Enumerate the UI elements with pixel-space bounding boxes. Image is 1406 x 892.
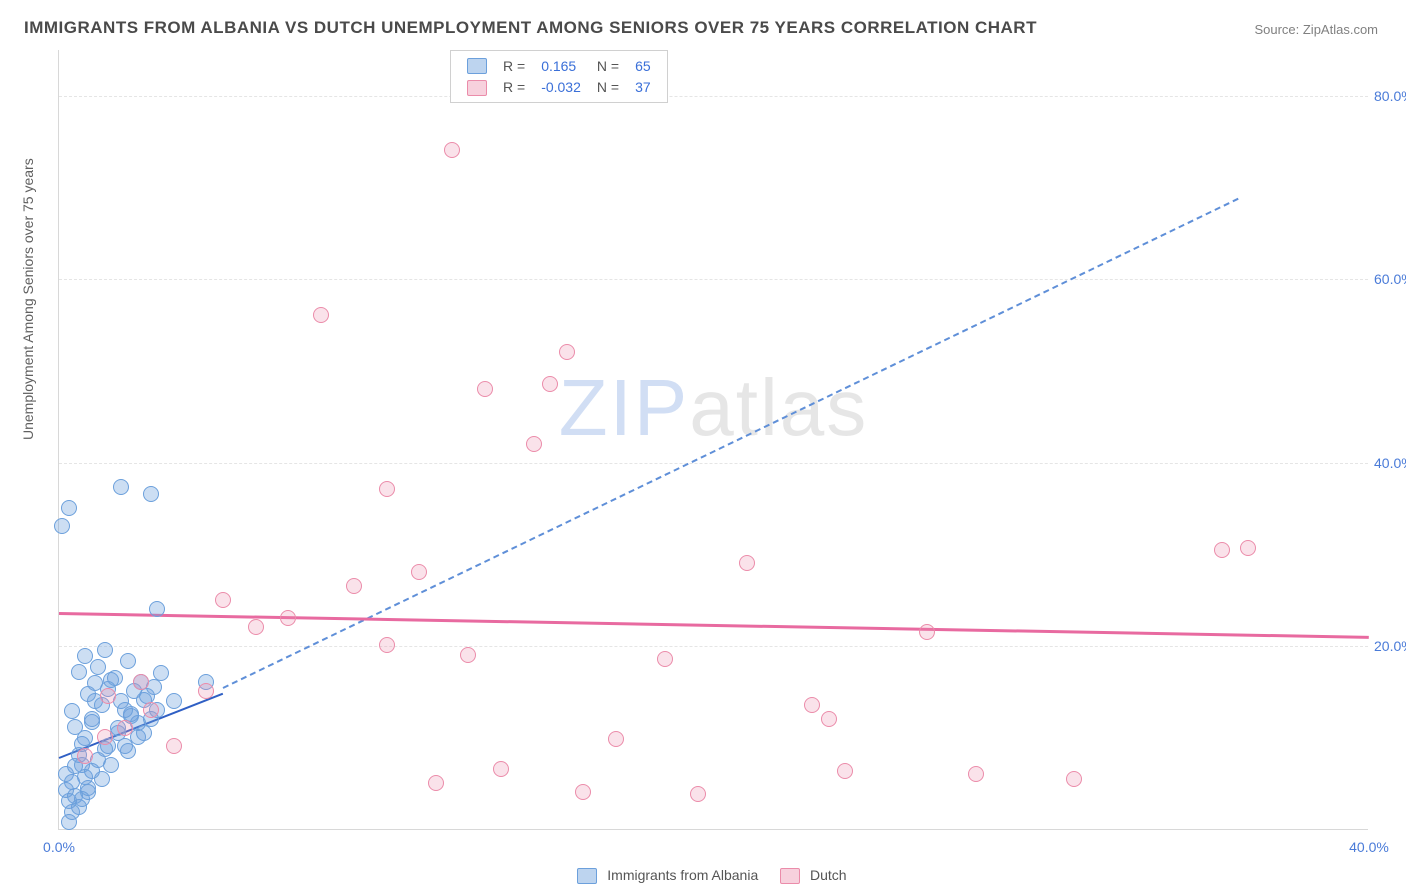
data-point <box>575 784 591 800</box>
gridline <box>59 279 1368 280</box>
x-tick-label: 40.0% <box>1349 839 1389 855</box>
data-point <box>919 624 935 640</box>
series1-label: Immigrants from Albania <box>607 867 758 883</box>
watermark: ZIPatlas <box>559 362 868 454</box>
data-point <box>153 665 169 681</box>
data-point <box>80 784 96 800</box>
data-point <box>1240 540 1256 556</box>
y-axis-label: Unemployment Among Seniors over 75 years <box>20 158 36 440</box>
data-point <box>149 601 165 617</box>
data-point <box>493 761 509 777</box>
r-value-pink: -0.032 <box>533 76 589 97</box>
data-point <box>411 564 427 580</box>
x-tick-label: 0.0% <box>43 839 75 855</box>
swatch-blue-icon <box>577 868 597 884</box>
data-point <box>58 766 74 782</box>
data-point <box>444 142 460 158</box>
data-point <box>90 659 106 675</box>
data-point <box>67 719 83 735</box>
data-point <box>64 703 80 719</box>
swatch-pink-icon <box>467 80 487 96</box>
trend-line <box>222 198 1238 689</box>
data-point <box>113 479 129 495</box>
y-tick-label: 40.0% <box>1374 455 1406 471</box>
data-point <box>94 771 110 787</box>
data-point <box>739 555 755 571</box>
data-point <box>428 775 444 791</box>
data-point <box>1066 771 1082 787</box>
source-label: Source: ZipAtlas.com <box>1254 22 1378 37</box>
series-legend: Immigrants from Albania Dutch <box>0 867 1406 884</box>
correlation-legend: R = 0.165 N = 65 R = -0.032 N = 37 <box>450 50 668 103</box>
swatch-pink-icon <box>780 868 800 884</box>
data-point <box>97 642 113 658</box>
data-point <box>968 766 984 782</box>
data-point <box>346 578 362 594</box>
y-tick-label: 20.0% <box>1374 638 1406 654</box>
y-tick-label: 80.0% <box>1374 88 1406 104</box>
data-point <box>198 683 214 699</box>
data-point <box>526 436 542 452</box>
data-point <box>215 592 231 608</box>
data-point <box>77 648 93 664</box>
data-point <box>804 697 820 713</box>
data-point <box>97 729 113 745</box>
data-point <box>133 674 149 690</box>
r-value-blue: 0.165 <box>533 55 589 76</box>
n-label: N = <box>589 55 627 76</box>
data-point <box>87 675 103 691</box>
y-tick-label: 60.0% <box>1374 271 1406 287</box>
data-point <box>117 720 133 736</box>
data-point <box>61 500 77 516</box>
data-point <box>71 664 87 680</box>
data-point <box>477 381 493 397</box>
data-point <box>821 711 837 727</box>
data-point <box>1214 542 1230 558</box>
data-point <box>542 376 558 392</box>
chart-title: IMMIGRANTS FROM ALBANIA VS DUTCH UNEMPLO… <box>24 18 1037 38</box>
n-value-blue: 65 <box>627 55 659 76</box>
gridline <box>59 463 1368 464</box>
data-point <box>379 481 395 497</box>
data-point <box>54 518 70 534</box>
watermark-atlas: atlas <box>689 363 868 452</box>
series2-label: Dutch <box>810 867 847 883</box>
data-point <box>103 757 119 773</box>
data-point <box>248 619 264 635</box>
chart-plot-area: ZIPatlas 20.0%40.0%60.0%80.0%0.0%40.0% <box>58 50 1368 830</box>
r-label: R = <box>495 55 533 76</box>
gridline <box>59 96 1368 97</box>
data-point <box>77 748 93 764</box>
data-point <box>460 647 476 663</box>
data-point <box>120 653 136 669</box>
data-point <box>608 731 624 747</box>
data-point <box>379 637 395 653</box>
n-label: N = <box>589 76 627 97</box>
watermark-zip: ZIP <box>559 363 689 452</box>
data-point <box>166 693 182 709</box>
data-point <box>280 610 296 626</box>
data-point <box>166 738 182 754</box>
legend-row-blue: R = 0.165 N = 65 <box>459 55 659 76</box>
data-point <box>143 702 159 718</box>
data-point <box>120 743 136 759</box>
gridline <box>59 646 1368 647</box>
r-label: R = <box>495 76 533 97</box>
data-point <box>657 651 673 667</box>
data-point <box>143 486 159 502</box>
data-point <box>136 725 152 741</box>
data-point <box>559 344 575 360</box>
data-point <box>837 763 853 779</box>
data-point <box>313 307 329 323</box>
data-point <box>690 786 706 802</box>
n-value-pink: 37 <box>627 76 659 97</box>
data-point <box>84 711 100 727</box>
swatch-blue-icon <box>467 58 487 74</box>
data-point <box>100 688 116 704</box>
legend-row-pink: R = -0.032 N = 37 <box>459 76 659 97</box>
data-point <box>103 672 119 688</box>
